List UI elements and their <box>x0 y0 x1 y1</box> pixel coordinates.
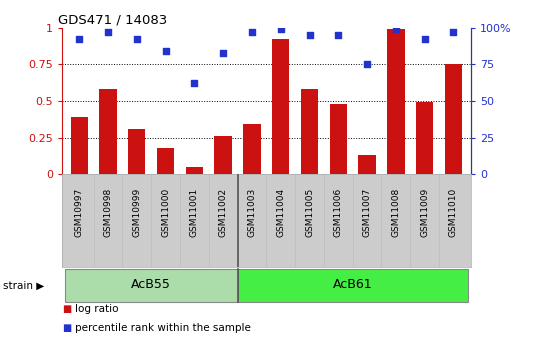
Text: GSM10998: GSM10998 <box>103 188 112 237</box>
Text: GSM11001: GSM11001 <box>190 188 199 237</box>
Point <box>420 37 429 42</box>
Text: percentile rank within the sample: percentile rank within the sample <box>75 323 251 333</box>
Text: ■: ■ <box>62 323 71 333</box>
Text: GSM11003: GSM11003 <box>247 188 257 237</box>
Text: strain ▶: strain ▶ <box>3 280 44 290</box>
Point <box>334 32 343 38</box>
Text: log ratio: log ratio <box>75 304 119 314</box>
Bar <box>330 104 347 174</box>
Point <box>219 50 228 55</box>
Text: GSM11006: GSM11006 <box>334 188 343 237</box>
Text: GSM11008: GSM11008 <box>391 188 400 237</box>
Point <box>449 29 458 35</box>
Point <box>247 29 256 35</box>
Point <box>75 37 83 42</box>
Text: GSM11010: GSM11010 <box>449 188 458 237</box>
Bar <box>70 117 88 174</box>
Text: GSM11002: GSM11002 <box>218 188 228 237</box>
Point <box>161 48 170 54</box>
Text: GSM10999: GSM10999 <box>132 188 141 237</box>
Point <box>277 26 285 32</box>
Point <box>392 26 400 32</box>
Point <box>104 29 112 35</box>
Point <box>190 80 199 86</box>
Text: AcB55: AcB55 <box>131 278 171 291</box>
Text: GSM11007: GSM11007 <box>363 188 372 237</box>
Point <box>132 37 141 42</box>
Bar <box>186 167 203 174</box>
Text: GSM11005: GSM11005 <box>305 188 314 237</box>
Bar <box>237 269 468 302</box>
Bar <box>272 39 289 174</box>
Text: GSM11000: GSM11000 <box>161 188 170 237</box>
Bar <box>358 155 376 174</box>
Bar <box>301 89 318 174</box>
Point <box>305 32 314 38</box>
Bar <box>243 124 260 174</box>
Text: ■: ■ <box>62 304 71 314</box>
Point <box>363 61 371 67</box>
Bar <box>128 129 145 174</box>
Text: GDS471 / 14083: GDS471 / 14083 <box>58 13 167 27</box>
Bar <box>157 148 174 174</box>
Bar <box>100 89 117 174</box>
Bar <box>387 29 405 174</box>
Bar <box>416 102 433 174</box>
Text: AcB61: AcB61 <box>333 278 372 291</box>
Bar <box>445 64 462 174</box>
Text: GSM10997: GSM10997 <box>75 188 83 237</box>
Bar <box>215 136 232 174</box>
Bar <box>65 269 237 302</box>
Text: GSM11004: GSM11004 <box>276 188 285 237</box>
Text: GSM11009: GSM11009 <box>420 188 429 237</box>
